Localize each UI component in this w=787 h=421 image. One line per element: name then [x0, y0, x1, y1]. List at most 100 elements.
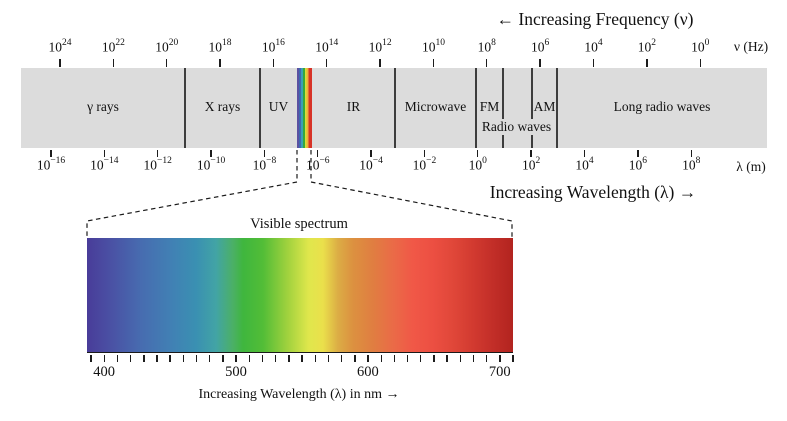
wavelength-tick — [423, 150, 426, 157]
wavelength-tick — [50, 150, 52, 157]
frequency-tick-label: 108 — [477, 38, 496, 55]
nm-tick — [90, 355, 92, 362]
wavelength-tick — [637, 150, 639, 157]
nm-tick — [301, 355, 303, 362]
band-divider — [184, 68, 186, 148]
nm-tick — [156, 355, 158, 362]
wavelength-tick — [370, 150, 372, 157]
region-label-gamma-rays: γ rays — [87, 99, 119, 114]
wavelength-tick-label: 10−4 — [359, 156, 383, 173]
nm-tick — [433, 355, 435, 362]
band-divider — [259, 68, 261, 148]
frequency-tick-label: 1016 — [261, 38, 285, 55]
wavelength-tick-label: 10−8 — [252, 156, 277, 173]
nm-tick — [275, 355, 277, 362]
nm-tick — [235, 355, 237, 362]
region-label-radio-waves: Radio waves — [479, 119, 554, 135]
frequency-tick — [539, 59, 541, 67]
frequency-tick-label: 100 — [691, 38, 710, 55]
nm-tick — [512, 355, 514, 362]
wavelength-tick-label: 10−2 — [412, 156, 437, 173]
nm-tick — [380, 355, 382, 362]
band-divider — [394, 68, 396, 148]
band-divider — [556, 68, 558, 148]
frequency-tick-label: 102 — [637, 38, 656, 55]
frequency-tick-label: 1018 — [208, 38, 232, 55]
frequency-tick — [272, 59, 275, 67]
wavelength-tick — [690, 150, 692, 157]
nm-tick — [129, 355, 132, 362]
nm-tick — [420, 355, 422, 362]
band-divider — [531, 68, 533, 148]
wavelength-tick — [583, 150, 586, 157]
frequency-tick-label: 106 — [531, 38, 550, 55]
frequency-tick-label: 1022 — [101, 38, 125, 55]
nm-tick — [222, 355, 224, 362]
wavelength-tick-label: 102 — [522, 156, 541, 173]
nm-tick — [288, 355, 290, 362]
nm-tick — [367, 355, 369, 362]
wavelength-tick — [103, 150, 106, 157]
visible-light-strip — [297, 68, 312, 148]
region-label-microwave: Microwave — [404, 99, 467, 114]
frequency-tick — [326, 59, 328, 67]
nm-tick-label: 700 — [488, 364, 511, 380]
region-label-uv: UV — [268, 99, 289, 114]
increasing-wavelength-heading: Increasing Wavelength (λ) → — [489, 182, 697, 202]
nm-tick — [248, 355, 250, 362]
nm-tick — [182, 355, 185, 362]
region-label-fm: FM — [479, 99, 500, 114]
nm-tick — [169, 355, 171, 362]
band-divider — [475, 68, 477, 148]
frequency-tick — [59, 59, 61, 67]
frequency-tick — [592, 59, 595, 67]
wavelength-tick-label: 10−16 — [36, 156, 66, 173]
wavelength-tick-label: 106 — [628, 156, 647, 173]
region-label-ir: IR — [346, 99, 361, 114]
nm-tick — [354, 355, 356, 362]
region-label-am: AM — [533, 99, 556, 114]
region-label-long-radio-waves: Long radio waves — [613, 99, 711, 114]
frequency-tick-label: 1020 — [155, 38, 179, 55]
visible-spectrum-bar — [87, 238, 513, 353]
frequency-tick — [646, 59, 648, 67]
increasing-frequency-heading: ← Increasing Frequency (ν) — [496, 9, 694, 29]
wavelength-tick — [263, 150, 266, 157]
nm-tick — [486, 355, 488, 362]
nm-tick — [340, 355, 343, 362]
em-spectrum-band: γ rays X rays UV IR Microwave FM AM Radio waves… — [21, 68, 767, 148]
wavelength-tick-label: 10−12 — [143, 156, 172, 173]
frequency-tick-label: 1024 — [48, 38, 72, 55]
nm-tick — [116, 355, 119, 362]
frequency-tick — [432, 59, 435, 67]
nm-tick — [459, 355, 462, 362]
wavelength-tick-label: 10−14 — [90, 156, 119, 173]
frequency-tick — [379, 59, 381, 67]
wavelength-tick-label: 108 — [682, 156, 701, 173]
nm-tick — [406, 355, 409, 362]
wavelength-tick-label: 100 — [468, 156, 487, 173]
nm-tick — [209, 355, 211, 362]
nm-tick — [327, 355, 330, 362]
wavelength-tick — [317, 150, 319, 157]
wavelength-tick — [530, 150, 532, 157]
wavelength-tick-label: 10−6 — [305, 156, 330, 173]
wavelength-tick — [477, 150, 479, 157]
nm-axis-title: Increasing Wavelength (λ) in nm → — [198, 387, 400, 402]
frequency-tick-label: 1014 — [315, 38, 339, 55]
nm-tick-label: 400 — [93, 364, 116, 380]
wavelength-tick-label: 104 — [575, 156, 594, 173]
frequency-tick — [699, 59, 701, 67]
wavelength-tick-label: 10−10 — [196, 156, 226, 173]
nm-tick-label: 500 — [225, 364, 247, 380]
nm-tick-label: 600 — [357, 364, 379, 380]
nm-tick — [472, 355, 475, 362]
frequency-tick — [219, 59, 221, 67]
nm-tick — [499, 355, 501, 362]
wavelength-tick — [210, 150, 212, 157]
nm-tick — [393, 355, 396, 362]
nm-tick — [143, 355, 145, 362]
frequency-tick — [166, 59, 168, 67]
